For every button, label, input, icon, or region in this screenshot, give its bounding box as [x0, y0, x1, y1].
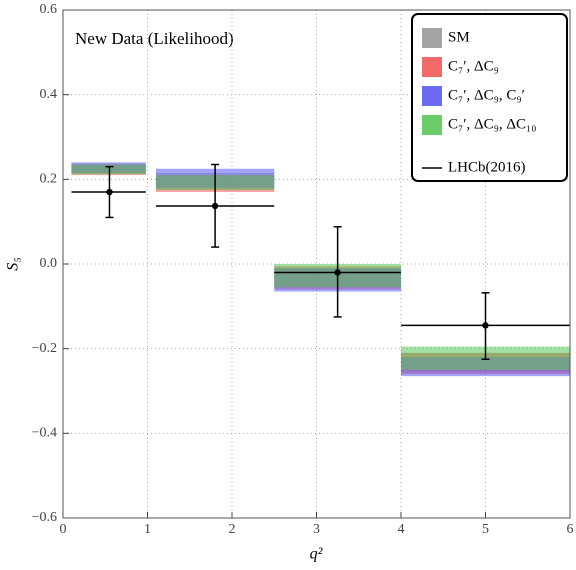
legend-label: C₇′, ΔC₉, C₉′ [448, 87, 525, 103]
data-point [482, 322, 489, 329]
data-point [106, 188, 113, 196]
x-tick-label: 5 [482, 522, 489, 537]
band [71, 164, 146, 175]
y-tick-label: −0.6 [32, 510, 57, 525]
y-tick-label: 0.2 [40, 172, 58, 187]
y-tick-label: −0.4 [32, 426, 57, 441]
legend-label: C₇′, ΔC₉, ΔC₁₀ [448, 116, 537, 132]
y-tick-label: 0.0 [40, 256, 58, 271]
y-tick-label: 0.4 [40, 87, 58, 102]
x-tick-label: 0 [60, 522, 67, 537]
x-axis-label: q² [310, 546, 324, 563]
x-tick-label: 3 [313, 522, 320, 537]
data-point [334, 269, 341, 276]
y-tick-label: −0.2 [32, 341, 57, 356]
x-tick-label: 1 [144, 522, 151, 537]
data-point [211, 202, 219, 210]
legend-swatch [422, 115, 442, 135]
x-tick-label: 4 [398, 522, 405, 537]
legend-swatch [422, 57, 442, 77]
legend-label: C₇′, ΔC₉ [448, 58, 499, 74]
x-tick-label: 2 [229, 522, 236, 537]
legend-swatch [422, 86, 442, 106]
x-tick-label: 6 [567, 522, 574, 537]
legend-label: SM [448, 29, 470, 45]
plot-frame [62, 9, 571, 519]
legend-label: LHCb(2016) [448, 159, 526, 175]
annotation: New Data (Likelihood) [75, 29, 234, 48]
legend-swatch [422, 28, 442, 48]
y-axis-label: S₅ [5, 257, 22, 271]
y-tick-label: 0.6 [40, 2, 58, 17]
legend-box [411, 13, 568, 182]
